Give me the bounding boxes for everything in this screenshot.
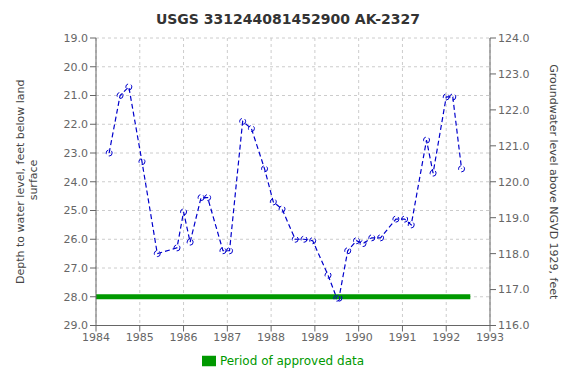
svg-text:123.0: 123.0 <box>498 68 530 81</box>
svg-text:1988: 1988 <box>257 331 285 344</box>
svg-text:20.0: 20.0 <box>64 61 89 74</box>
svg-text:1990: 1990 <box>345 331 373 344</box>
svg-text:1991: 1991 <box>388 331 416 344</box>
svg-text:21.0: 21.0 <box>64 89 89 102</box>
svg-text:19.0: 19.0 <box>64 32 89 45</box>
svg-text:1989: 1989 <box>301 331 329 344</box>
svg-text:24.0: 24.0 <box>64 176 89 189</box>
svg-text:22.0: 22.0 <box>64 118 89 131</box>
svg-text:28.0: 28.0 <box>64 291 89 304</box>
svg-text:118.0: 118.0 <box>498 248 530 261</box>
svg-text:1984: 1984 <box>82 331 110 344</box>
svg-text:124.0: 124.0 <box>498 32 530 45</box>
html-text:USGS 331244081452900 AK-2327: USGS 331244081452900 AK-2327 <box>155 11 421 27</box>
svg-text:27.0: 27.0 <box>64 262 89 275</box>
svg-text:120.0: 120.0 <box>498 176 530 189</box>
svg-text:117.0: 117.0 <box>498 283 530 296</box>
svg-text:1987: 1987 <box>213 331 241 344</box>
svg-text:Groundwater level above NGVD 1: Groundwater level above NGVD 1929, feet <box>547 64 560 300</box>
svg-text:1986: 1986 <box>170 331 198 344</box>
svg-text:25.0: 25.0 <box>64 204 89 217</box>
html-text:Period of approved data: Period of approved data <box>219 353 365 368</box>
svg-text:Depth to water level, feet bel: Depth to water level, feet below land su… <box>14 79 40 284</box>
svg-text:29.0: 29.0 <box>64 319 89 332</box>
svg-text:122.0: 122.0 <box>498 104 530 117</box>
svg-text:1992: 1992 <box>432 331 460 344</box>
svg-text:26.0: 26.0 <box>64 233 89 246</box>
svg-text:23.0: 23.0 <box>64 147 89 160</box>
svg-text:116.0: 116.0 <box>498 319 530 332</box>
svg-text:121.0: 121.0 <box>498 140 530 153</box>
svg-text:1993: 1993 <box>476 331 504 344</box>
svg-text:1985: 1985 <box>126 331 154 344</box>
svg-text:119.0: 119.0 <box>498 212 530 225</box>
